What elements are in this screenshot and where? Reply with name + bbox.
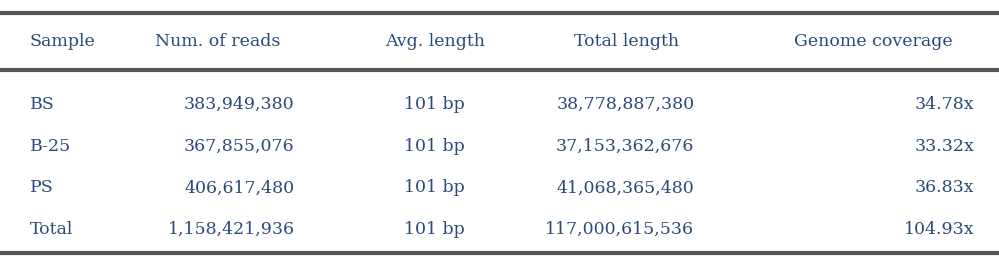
Text: 1,158,421,936: 1,158,421,936 (168, 221, 295, 238)
Text: PS: PS (30, 179, 54, 197)
Text: 36.83x: 36.83x (914, 179, 974, 197)
Text: Sample: Sample (30, 33, 96, 50)
Text: 406,617,480: 406,617,480 (185, 179, 295, 197)
Text: 117,000,615,536: 117,000,615,536 (545, 221, 694, 238)
Text: Total length: Total length (574, 33, 679, 50)
Text: Genome coverage: Genome coverage (794, 33, 953, 50)
Text: Num. of reads: Num. of reads (155, 33, 281, 50)
Text: B-25: B-25 (30, 138, 71, 155)
Text: 101 bp: 101 bp (404, 138, 465, 155)
Text: 37,153,362,676: 37,153,362,676 (555, 138, 694, 155)
Text: 33.32x: 33.32x (914, 138, 974, 155)
Text: 104.93x: 104.93x (903, 221, 974, 238)
Text: 34.78x: 34.78x (914, 96, 974, 113)
Text: 383,949,380: 383,949,380 (184, 96, 295, 113)
Text: 41,068,365,480: 41,068,365,480 (556, 179, 694, 197)
Text: 101 bp: 101 bp (404, 221, 465, 238)
Text: 367,855,076: 367,855,076 (184, 138, 295, 155)
Text: 38,778,887,380: 38,778,887,380 (556, 96, 694, 113)
Text: 101 bp: 101 bp (404, 179, 465, 197)
Text: BS: BS (30, 96, 55, 113)
Text: Total: Total (30, 221, 73, 238)
Text: 101 bp: 101 bp (404, 96, 465, 113)
Text: Avg. length: Avg. length (385, 33, 485, 50)
